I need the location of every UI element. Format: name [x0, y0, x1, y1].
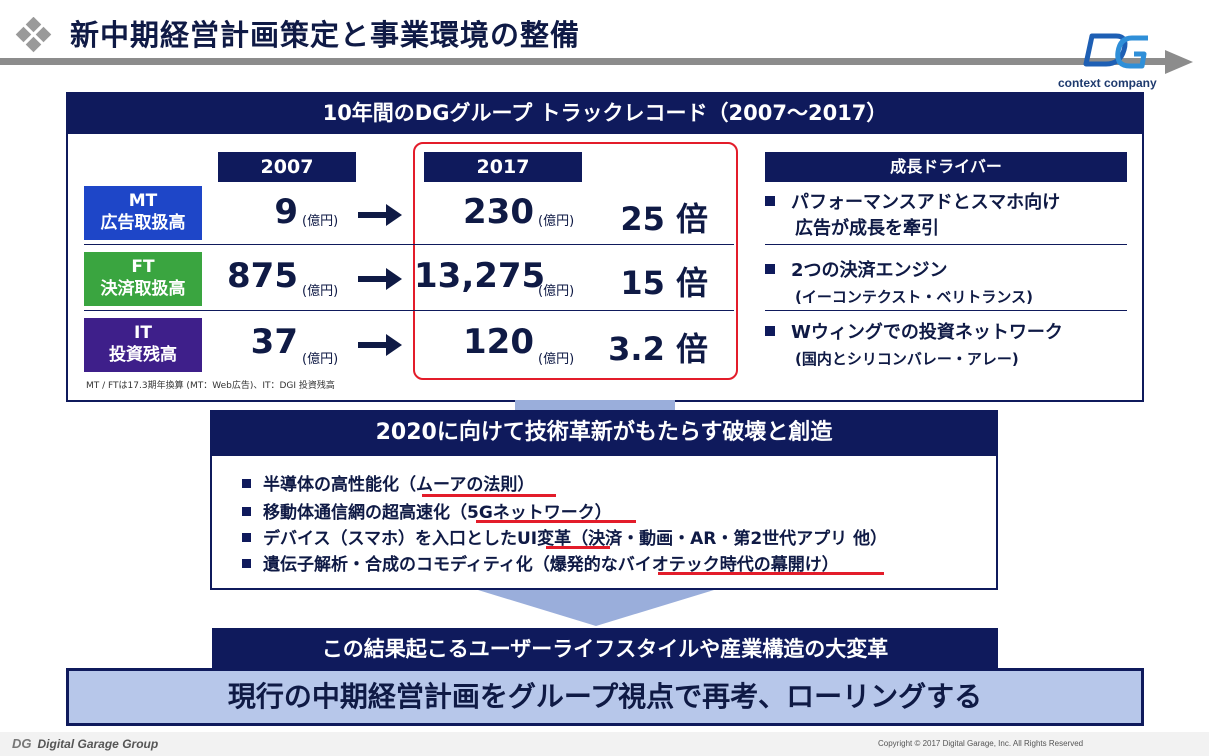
- mt-value-2017: 230: [463, 192, 534, 232]
- mt-growth-multiple: 25 倍: [620, 200, 708, 238]
- growth-drivers-heading: 成長ドライバー: [765, 152, 1127, 182]
- result-bar: この結果起こるユーザーライフスタイルや産業構造の大変革: [212, 628, 998, 670]
- square-bullet-icon: [242, 533, 251, 542]
- growth-driver-mt: パフォーマンスアドとスマホ向け 広告が成長を牽引: [765, 188, 1060, 240]
- tech-item-text: 移動体通信網の超高速化（5Gネットワーク）: [263, 503, 612, 523]
- segment-label-it: IT 投資残高: [84, 318, 202, 372]
- conclusion-box: 現行の中期経営計画をグループ視点で再考、ローリングする: [66, 668, 1144, 726]
- unit-label: (億円): [302, 214, 339, 229]
- highlight-underline: [658, 572, 884, 575]
- square-bullet-icon: [765, 326, 775, 336]
- year-start-label: 2007: [218, 152, 356, 182]
- footnote: MT / FTは17.3期年換算 (MT：Web広告)、IT：DGI 投資残高: [86, 381, 335, 391]
- footer-brand: DG Digital Garage Group: [12, 736, 158, 751]
- square-bullet-icon: [242, 559, 251, 568]
- square-bullet-icon: [242, 507, 251, 516]
- growth-driver-it: Wウィングでの投資ネットワーク (国内とシリコンバレー・アレー): [765, 318, 1063, 369]
- unit-label: (億円): [302, 284, 339, 299]
- driver-text-continued: 広告が成長を牽引: [795, 218, 939, 239]
- row-divider: [84, 310, 734, 311]
- unit-label: (億円): [538, 352, 575, 367]
- unit-label: (億円): [302, 352, 339, 367]
- highlight-underline: [476, 520, 636, 523]
- segment-name: 広告取扱高: [100, 213, 186, 233]
- it-value-2007: 37: [250, 322, 298, 362]
- driver-subtext: (国内とシリコンバレー・アレー): [795, 350, 1019, 368]
- segment-label-mt: MT 広告取扱高: [84, 186, 202, 240]
- footer-brand-text: Digital Garage Group: [37, 737, 159, 751]
- tech-item-text: 半導体の高性能化（ムーアの法則）: [263, 475, 535, 495]
- unit-label: (億円): [538, 214, 575, 229]
- right-arrow-icon: [358, 334, 402, 356]
- tech-innovation-panel: 2020に向けて技術革新がもたらす破壊と創造 半導体の高性能化（ムーアの法則） …: [210, 410, 998, 590]
- ft-value-2017: 13,275: [414, 256, 546, 296]
- highlight-underline: [546, 546, 610, 549]
- driver-text: 2つの決済エンジン: [791, 260, 948, 281]
- page-title: 新中期経営計画策定と事業環境の整備: [70, 18, 581, 52]
- tech-item-text: デバイス（スマホ）を入口としたUI変革（決済・動画・AR・第2世代アプリ 他）: [263, 529, 888, 549]
- driver-divider: [765, 310, 1127, 311]
- segment-code: IT: [134, 323, 152, 343]
- track-record-panel: 10年間のDGグループ トラックレコード（2007～2017） 2007 201…: [66, 92, 1144, 402]
- footer-band: [0, 732, 1209, 756]
- ft-growth-multiple: 15 倍: [620, 264, 708, 302]
- tech-item: 遺伝子解析・合成のコモディティ化（爆発的なバイオテック時代の幕開け）: [242, 550, 839, 575]
- logo-tagline: context company: [1058, 76, 1157, 90]
- segment-name: 投資残高: [109, 345, 177, 365]
- segment-code: MT: [128, 191, 158, 211]
- it-value-2017: 120: [463, 322, 534, 362]
- segment-label-ft: FT 決済取扱高: [84, 252, 202, 306]
- segment-name: 決済取扱高: [100, 279, 186, 299]
- segment-code: FT: [131, 257, 155, 277]
- dg-logo-icon: [1083, 33, 1148, 69]
- ft-value-2007: 875: [227, 256, 298, 296]
- driver-text: パフォーマンスアドとスマホ向け: [791, 192, 1061, 213]
- tech-item: 半導体の高性能化（ムーアの法則）: [242, 470, 534, 495]
- it-growth-multiple: 3.2 倍: [608, 330, 708, 368]
- highlight-underline: [422, 494, 556, 497]
- title-rule-arrow: [1165, 50, 1193, 74]
- square-bullet-icon: [765, 264, 775, 274]
- year-end-label: 2017: [424, 152, 582, 182]
- track-record-heading: 10年間のDGグループ トラックレコード（2007～2017）: [68, 94, 1142, 134]
- down-arrow-icon: [478, 590, 714, 626]
- dg-small-logo-icon: DG: [12, 736, 32, 751]
- unit-label: (億円): [538, 284, 575, 299]
- right-arrow-icon: [358, 268, 402, 290]
- square-bullet-icon: [242, 479, 251, 488]
- diamond-bullet-icon: [15, 17, 52, 53]
- tech-innovation-heading: 2020に向けて技術革新がもたらす破壊と創造: [212, 412, 996, 456]
- square-bullet-icon: [765, 196, 775, 206]
- row-divider: [84, 244, 734, 245]
- right-arrow-icon: [358, 204, 402, 226]
- copyright: Copyright © 2017 Digital Garage, Inc. Al…: [878, 739, 1084, 748]
- highlight-box-2017: [413, 142, 738, 380]
- driver-subtext: (イーコンテクスト・ベリトランス): [795, 288, 1033, 306]
- mt-value-2007: 9: [274, 192, 298, 232]
- growth-driver-ft: 2つの決済エンジン (イーコンテクスト・ベリトランス): [765, 256, 1033, 307]
- tech-item-text: 遺伝子解析・合成のコモディティ化（爆発的なバイオテック時代の幕開け）: [263, 555, 839, 575]
- title-rule: [0, 58, 1175, 65]
- driver-divider: [765, 244, 1127, 245]
- tech-item: 移動体通信網の超高速化（5Gネットワーク）: [242, 498, 612, 523]
- driver-text: Wウィングでの投資ネットワーク: [791, 322, 1063, 343]
- tech-item: デバイス（スマホ）を入口としたUI変革（決済・動画・AR・第2世代アプリ 他）: [242, 524, 887, 549]
